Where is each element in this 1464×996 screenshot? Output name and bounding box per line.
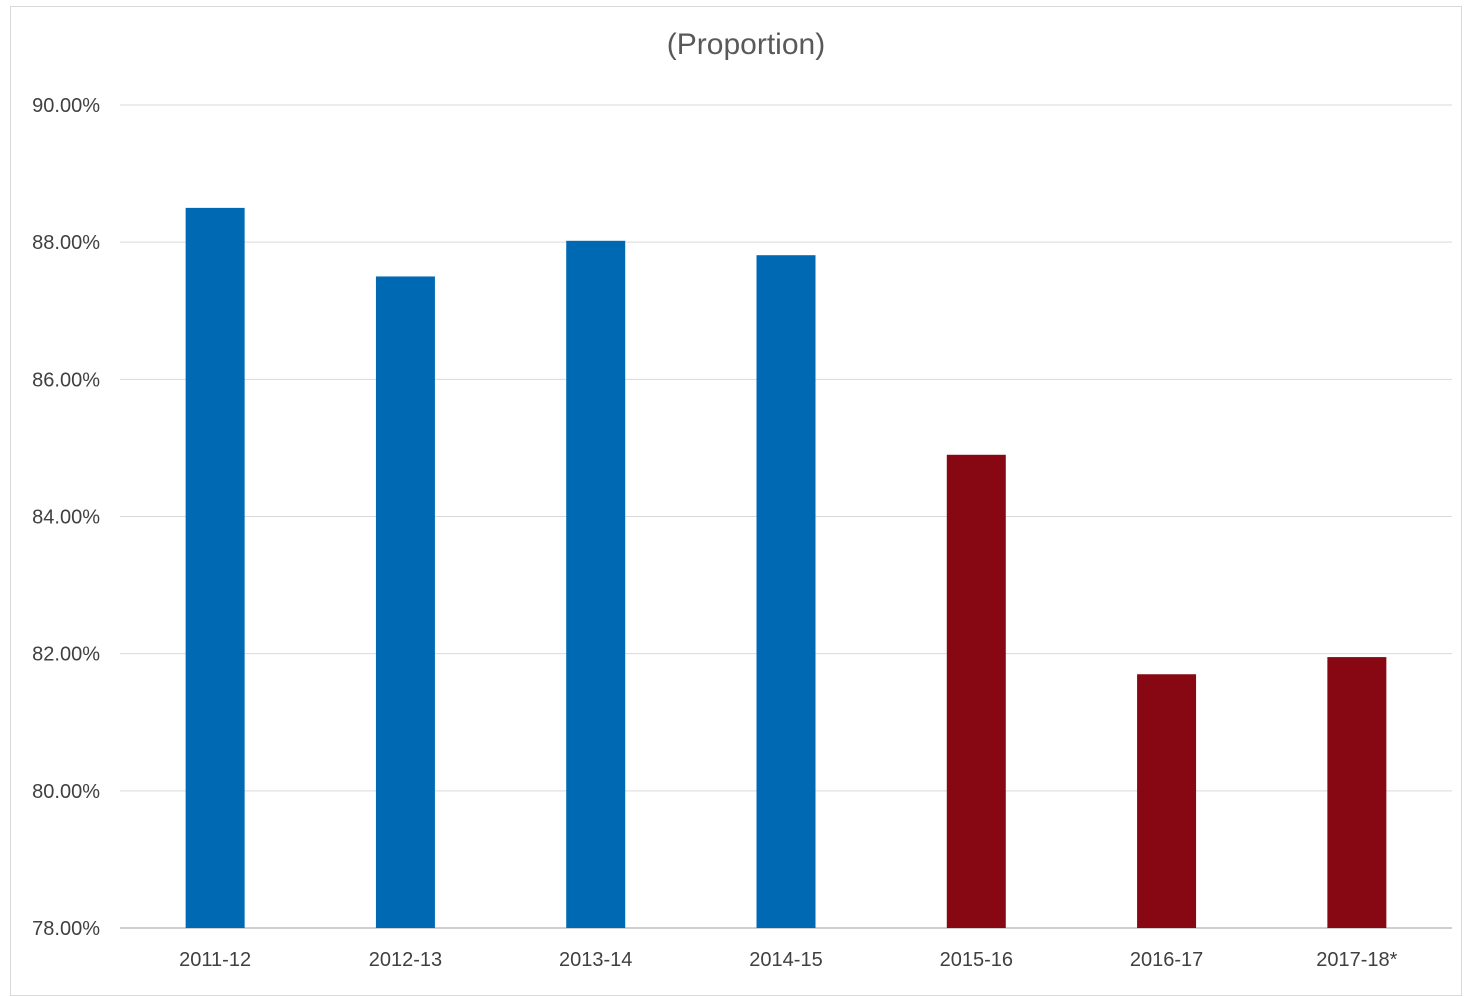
bar-2015-16 [946, 454, 1006, 928]
y-tick-label: 90.00% [32, 95, 100, 117]
bar-2014-15 [756, 255, 816, 928]
x-tick-label: 2011-12 [179, 949, 251, 971]
bars [185, 207, 1387, 929]
y-tick-label: 82.00% [32, 644, 100, 666]
chart-title: (Proportion) [666, 28, 826, 61]
x-tick-label: 2015-16 [940, 949, 1013, 971]
bar-2013-14 [566, 240, 626, 929]
bar-2016-17 [1137, 674, 1197, 928]
y-tick-label: 78.00% [32, 918, 100, 940]
y-tick-label: 88.00% [32, 232, 100, 254]
y-tick-label: 80.00% [32, 781, 100, 803]
x-tick-label: 2012-13 [369, 949, 442, 971]
x-tick-label: 2014-15 [749, 949, 822, 971]
y-tick-label: 84.00% [32, 507, 100, 529]
bar-2012-13 [375, 276, 435, 928]
bar-2017-18* [1327, 657, 1387, 928]
y-axis-ticks: 78.00% 80.00% 82.00% 84.00% 86.00% 88.00% 90.0… [32, 95, 100, 940]
x-tick-label: 2017-18* [1316, 949, 1397, 971]
chart-frame [10, 6, 1462, 996]
x-axis-ticks: 2011-12 2012-13 2013-14 2014-15 2015-16 2016-… [179, 949, 1397, 971]
x-tick-label: 2016-17 [1130, 949, 1203, 971]
y-tick-label: 86.00% [32, 369, 100, 391]
bar-2011-12 [185, 207, 245, 928]
x-tick-label: 2013-14 [559, 949, 632, 971]
